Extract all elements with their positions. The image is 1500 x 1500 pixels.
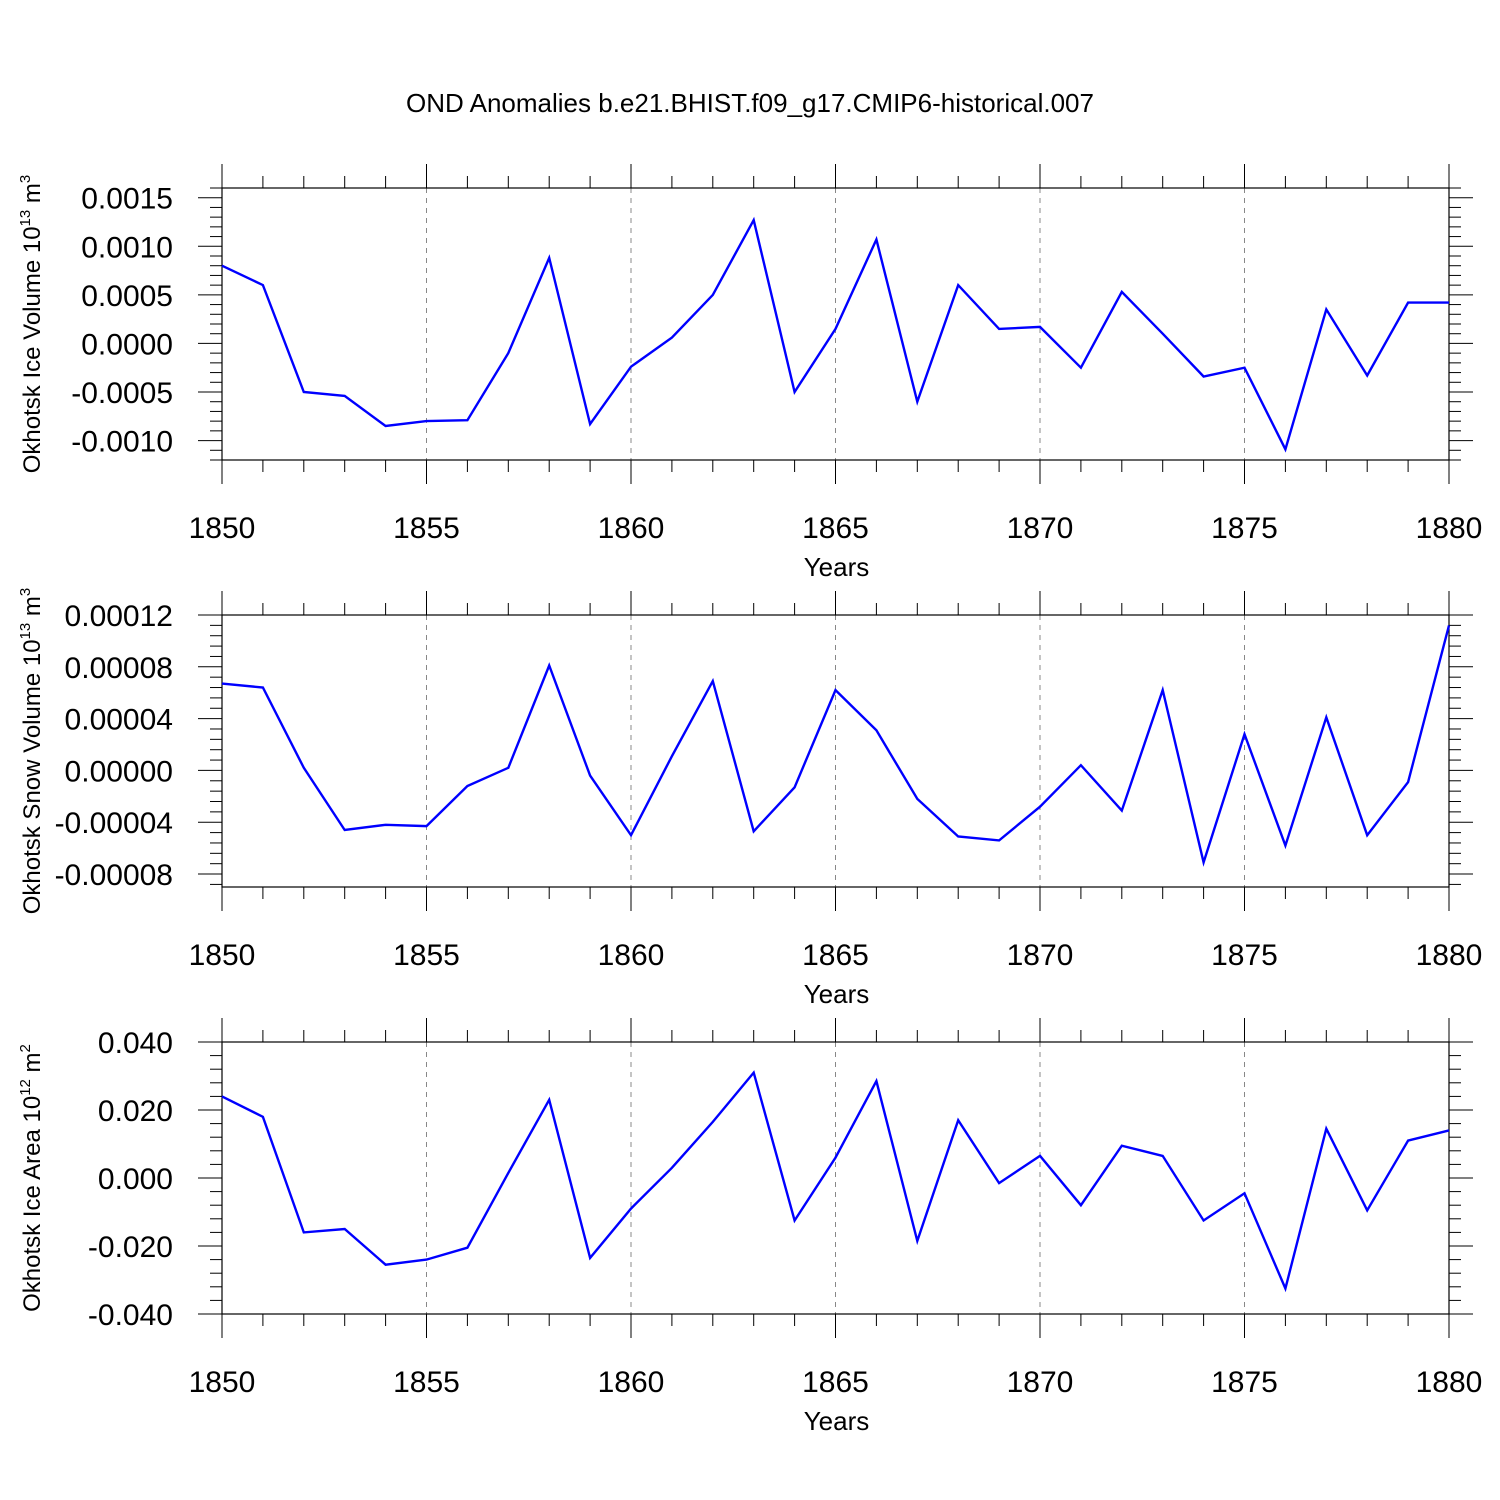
y-tick-label: 0.00004 [65,704,173,737]
x-tick-label: 1880 [1416,939,1483,972]
x-tick-label: 1850 [189,1366,256,1399]
y-tick-label: 0.00012 [65,600,173,633]
y-tick-label: 0.000 [98,1163,173,1196]
y-tick-label: 0.00000 [65,755,173,788]
y-tick-label: -0.020 [88,1231,173,1264]
y-tick-label: 0.0000 [81,328,173,361]
series-line [221,625,1451,867]
y-tick-label: -0.0005 [71,377,173,410]
x-axis-label: Years [804,979,870,1009]
x-tick-label: 1875 [1211,512,1278,545]
series-line [221,216,1449,453]
x-tick-label: 1855 [393,939,460,972]
y-tick-label: -0.00004 [55,807,173,840]
x-tick-label: 1850 [189,939,256,972]
y-tick-label: 0.0010 [81,231,173,264]
x-tick-label: 1870 [1007,512,1074,545]
y-tick-label: -0.0010 [71,426,173,459]
panel-1: 1850 1855 1860 1865 1870 1875 1880 -0.0010 -0.00… [17,164,1482,582]
x-tick-label: 1865 [802,939,869,972]
series-line [221,1070,1450,1293]
x-tick-label: 1855 [393,1366,460,1399]
x-tick-label: 1850 [189,512,256,545]
x-tick-label: 1865 [802,1366,869,1399]
y-axis-label: Okhotsk Ice Area 1012 m2 [17,1044,46,1312]
plot-frame [221,187,1450,461]
y-tick-label: 0.0015 [81,183,173,216]
panel-3: 1850 1855 1860 1865 1870 1875 1880 -0.040 -0.020… [17,1018,1482,1436]
x-tick-label: 1860 [598,512,665,545]
y-tick-label: -0.040 [88,1299,173,1332]
y-tick-label: 0.0005 [81,280,173,313]
x-tick-label: 1860 [598,939,665,972]
x-axis-label: Years [804,1406,870,1436]
y-tick-label: 0.020 [98,1095,173,1128]
x-tick-label: 1875 [1211,939,1278,972]
chart-panels: 1850 1855 1860 1865 1870 1875 1880 -0.0010 -0.00… [17,164,1482,1436]
x-tick-label: 1855 [393,512,460,545]
x-tick-label: 1865 [802,512,869,545]
x-tick-label: 1870 [1007,939,1074,972]
x-tick-label: 1860 [598,1366,665,1399]
y-axis-label: Okhotsk Ice Volume 1013 m3 [17,175,46,474]
y-axis-label: Okhotsk Snow Volume 1013 m3 [17,588,46,915]
plot-frame [221,1041,1450,1315]
y-tick-label: 0.040 [98,1027,173,1060]
chart-title: OND Anomalies b.e21.BHIST.f09_g17.CMIP6-… [406,88,1094,118]
x-tick-label: 1875 [1211,1366,1278,1399]
x-tick-label: 1880 [1416,512,1483,545]
panel-2: 1850 1855 1860 1865 1870 1875 1880 -0.00008 -0.0… [17,588,1482,1009]
x-tick-label: 1880 [1416,1366,1483,1399]
plot-frame [221,614,1450,888]
y-tick-label: 0.00008 [65,652,173,685]
x-tick-label: 1870 [1007,1366,1074,1399]
y-tick-label: -0.00008 [55,859,173,892]
x-axis-label: Years [804,552,870,582]
